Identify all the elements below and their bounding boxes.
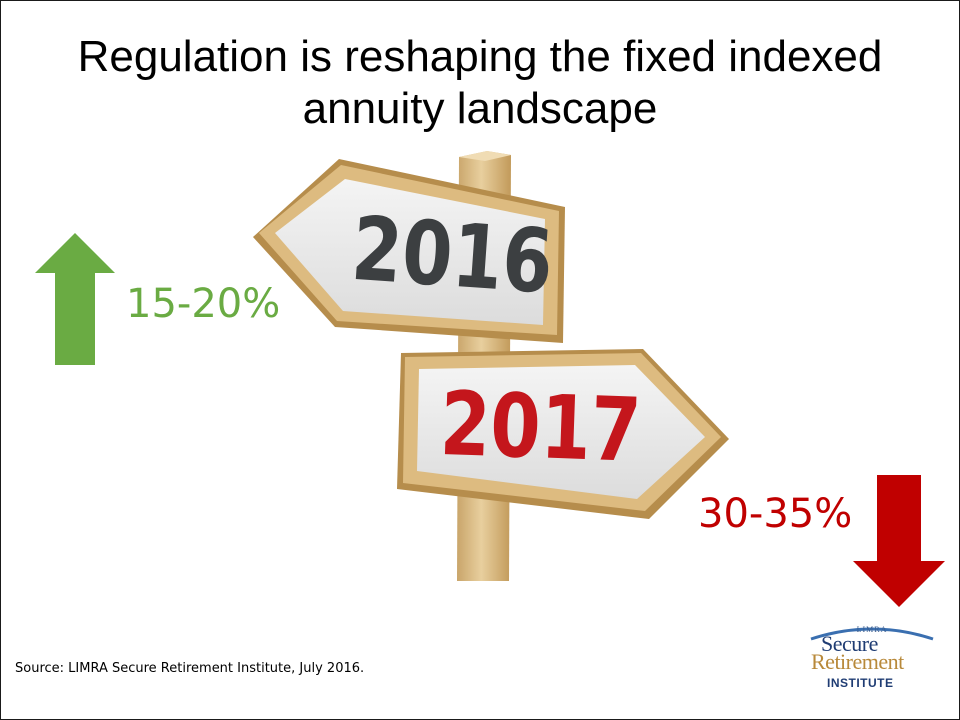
source-note: Source: LIMRA Secure Retirement Institut… <box>15 661 365 676</box>
slide-title: Regulation is reshaping the fixed indexe… <box>77 32 883 133</box>
logo-institute-text: INSTITUTE <box>827 676 894 690</box>
sign-2017-text: 2017 <box>439 372 643 482</box>
down-arrow-icon <box>853 475 945 607</box>
logo-secure-text: Secure <box>821 631 878 656</box>
up-arrow-icon <box>35 233 115 365</box>
sign-2016-text: 2016 <box>349 197 557 314</box>
logo-retirement-text: Retirement <box>811 649 904 674</box>
signpost-illustration: 2016 2017 <box>253 151 729 581</box>
logo-arc-icon <box>810 627 934 641</box>
limra-logo: LIMRA Secure Retirement INSTITUTE <box>807 621 937 693</box>
increase-percentage: 15-20% <box>126 281 281 327</box>
sign-2017: 2017 <box>397 349 729 519</box>
sign-2016: 2016 <box>253 159 565 343</box>
decrease-percentage: 30-35% <box>698 491 853 537</box>
logo-limra-text: LIMRA <box>856 625 888 634</box>
